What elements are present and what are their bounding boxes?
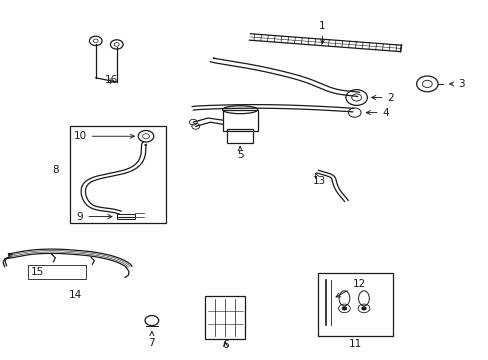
Text: 15: 15 [31, 267, 44, 277]
Text: 8: 8 [52, 165, 59, 175]
Bar [205, 296, 245, 338]
Text: 14: 14 [68, 291, 82, 301]
Text: 16: 16 [105, 75, 118, 85]
Circle shape [342, 307, 346, 310]
Text: 10: 10 [74, 131, 134, 141]
Bar [117, 214, 135, 220]
Bar [227, 130, 252, 143]
Text: 13: 13 [312, 173, 325, 186]
Text: 4: 4 [366, 108, 388, 118]
Text: 1: 1 [319, 21, 325, 44]
Text: 6: 6 [222, 340, 228, 350]
Text: 2: 2 [371, 93, 393, 103]
Bar [317, 273, 392, 336]
Circle shape [361, 307, 365, 310]
Text: 9: 9 [77, 212, 112, 221]
Text: 3: 3 [449, 79, 464, 89]
Bar [27, 265, 86, 279]
Text: 12: 12 [335, 279, 365, 297]
Text: 7: 7 [148, 332, 155, 348]
Text: 11: 11 [348, 339, 362, 349]
Bar [222, 110, 257, 131]
Bar [70, 126, 165, 223]
Text: 5: 5 [236, 147, 243, 160]
